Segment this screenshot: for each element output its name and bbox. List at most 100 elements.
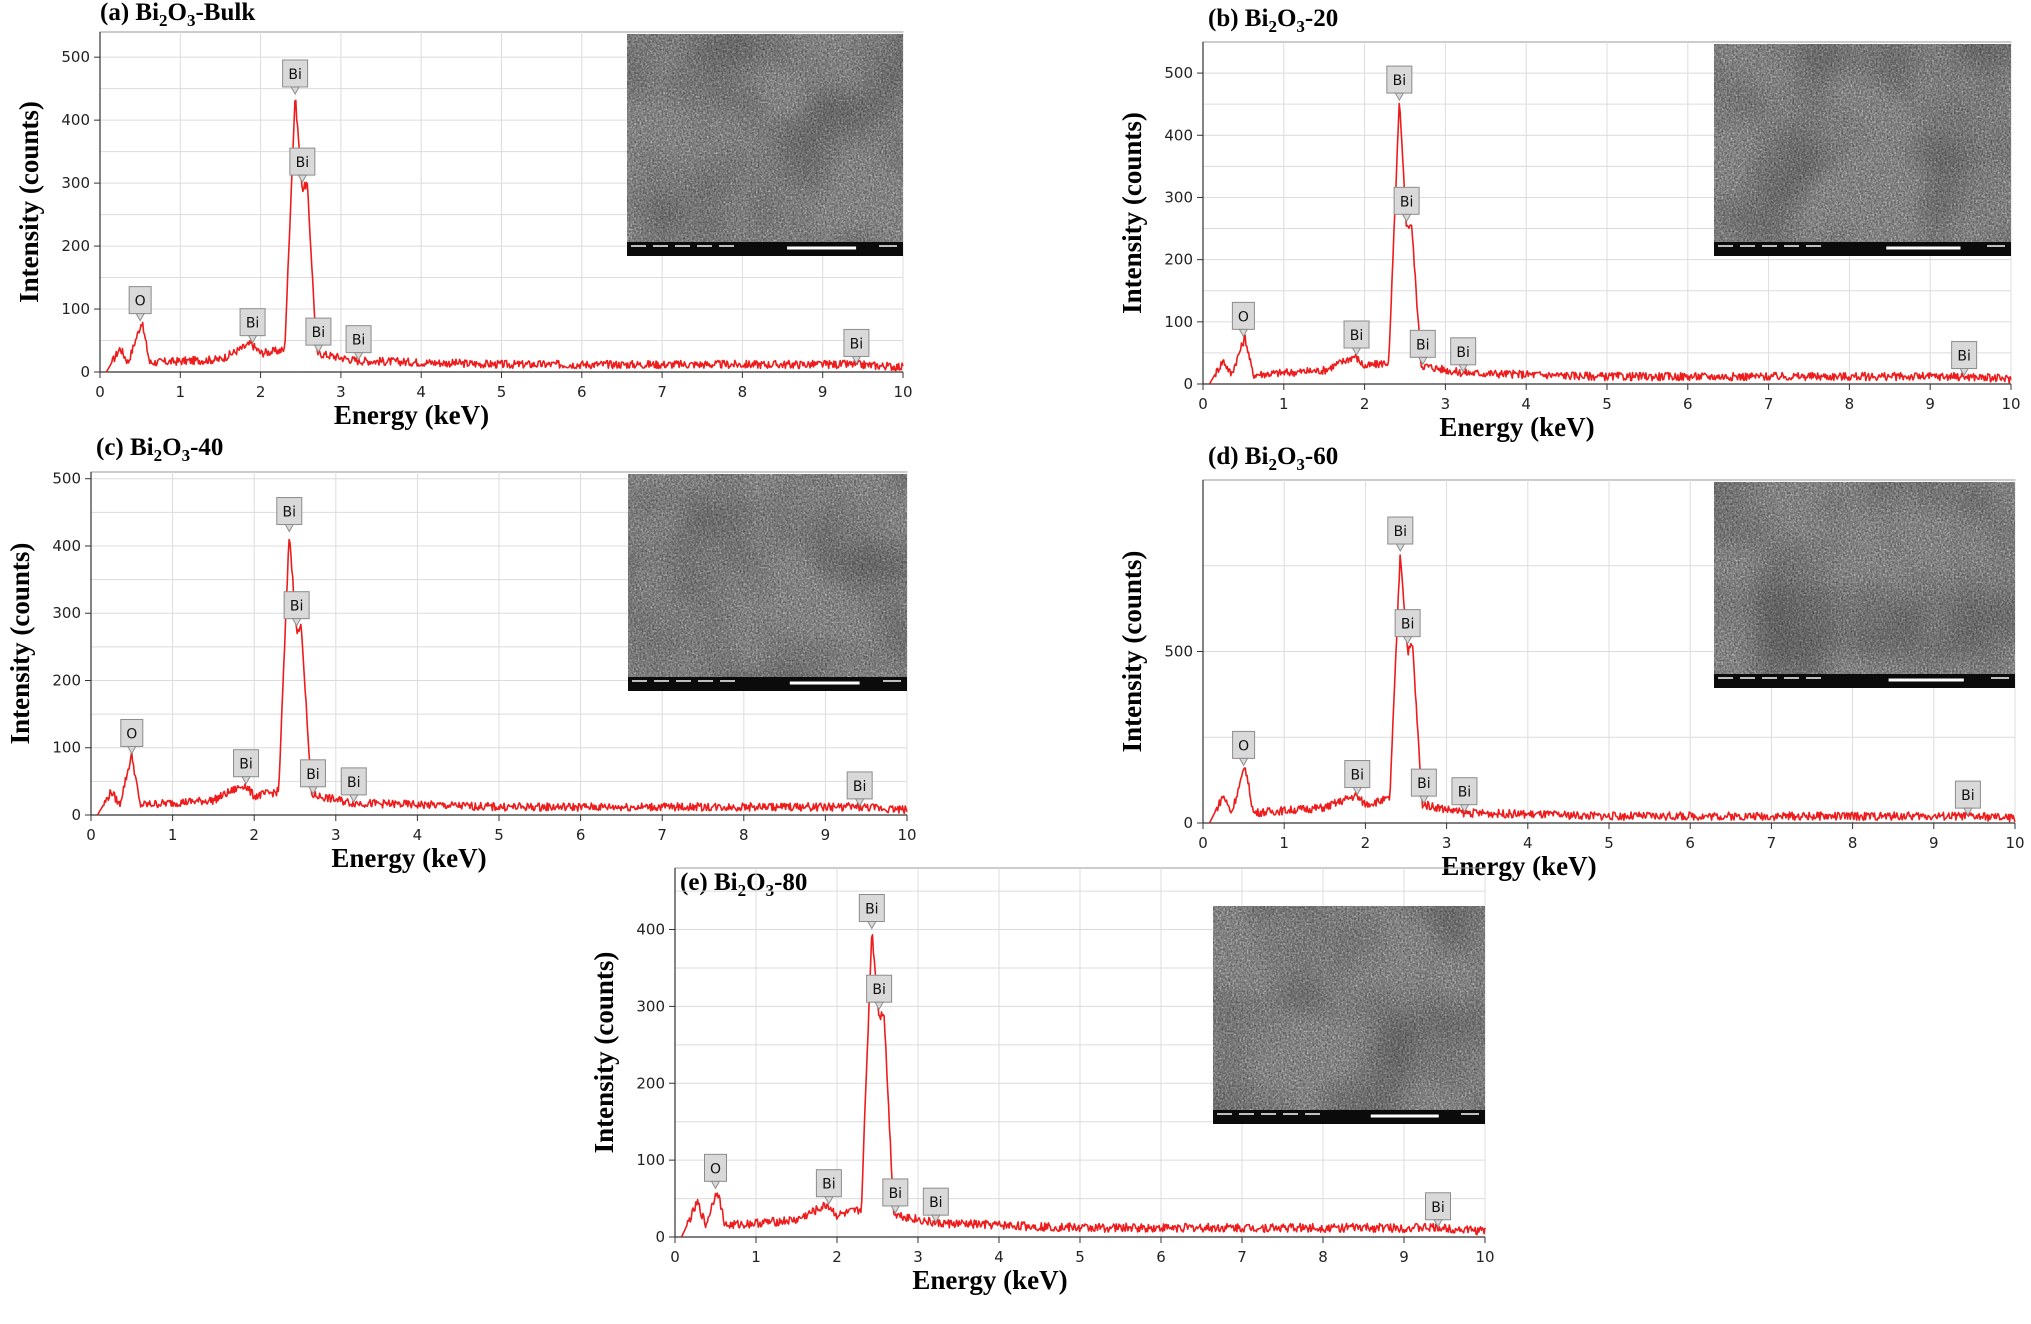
panel-title: (e) Bi2O3-80	[680, 869, 807, 900]
peak-tag-text: Bi	[1394, 524, 1408, 540]
sem-info-text-mark	[698, 680, 713, 682]
x-tick-label: 6	[577, 383, 587, 401]
panel-b: (b) Bi2O3-200 1 2 3 4 5 6 7 8 9 100100200300400500…	[1117, 5, 2021, 442]
title-text: (a) Bi	[100, 0, 159, 26]
x-tick-label: 5	[1604, 834, 1614, 852]
x-tick-label: 3	[336, 383, 346, 401]
peak-tag-box	[239, 308, 266, 337]
x-tick-label: 7	[1237, 1248, 1247, 1266]
peak-tag-box	[299, 759, 326, 788]
title-text: -20	[1305, 5, 1338, 32]
peak-label-bi: Bi	[1409, 329, 1436, 366]
peak-tag-text: Bi	[306, 767, 320, 783]
peak-tag-text: Bi	[822, 1177, 836, 1193]
peak-label-bi: Bi	[1954, 780, 1981, 817]
title-subscript: 2	[738, 881, 747, 900]
peak-tag-text: Bi	[1417, 776, 1431, 792]
title-text: O	[168, 0, 187, 26]
x-tick-label: 2	[256, 383, 266, 401]
x-tick-label: 2	[249, 826, 259, 844]
peak-tag-pointer	[1963, 807, 1973, 817]
title-subscript: 2	[154, 446, 163, 465]
peak-label-bi: Bi	[340, 767, 367, 803]
sem-info-text-mark	[653, 245, 668, 247]
sem-info-text-mark	[675, 245, 690, 247]
title-text: -Bulk	[195, 0, 255, 26]
y-tick-label: 100	[1164, 313, 1193, 331]
x-tick-label: 2	[1360, 395, 1370, 413]
x-tick-label: 10	[2001, 395, 2020, 413]
peak-label-bi: Bi	[858, 894, 885, 930]
peak-tag-pointer	[854, 798, 865, 807]
peak-tag-pointer	[1459, 804, 1470, 813]
peak-tag-pointer	[291, 618, 302, 627]
x-tick-label: 8	[1848, 834, 1858, 852]
sem-info-text-mark	[1461, 1113, 1479, 1115]
peak-tag-pointer	[1394, 92, 1405, 102]
title-text: (e) Bi	[680, 869, 738, 896]
peak-tag-text: Bi	[1351, 768, 1365, 784]
x-tick-label: 6	[576, 826, 586, 844]
peak-tag-pointer	[874, 1001, 884, 1011]
sem-info-text-mark	[631, 245, 646, 247]
sem-info-text-mark	[1991, 677, 2009, 679]
peak-label-o: O	[128, 286, 152, 322]
sem-inset-image	[627, 34, 903, 256]
y-tick-label: 300	[61, 174, 90, 192]
peak-label-bi: Bi	[1451, 777, 1478, 813]
peak-tag-pointer	[290, 86, 300, 95]
peak-tag-pointer	[1351, 347, 1362, 357]
peak-tag-box	[340, 767, 367, 796]
peak-tag-pointer	[1417, 356, 1428, 366]
peak-label-bi: Bi	[1386, 65, 1413, 102]
x-tick-label: 8	[1845, 395, 1855, 413]
x-tick-label: 5	[1075, 1248, 1085, 1266]
sem-info-text-mark	[1762, 245, 1777, 247]
peak-tag-pointer	[1401, 213, 1412, 223]
peak-tag-pointer	[1238, 328, 1249, 338]
peak-label-bi: Bi	[843, 328, 870, 365]
peak-label-bi: Bi	[815, 1169, 842, 1205]
x-tick-label: 10	[897, 826, 916, 844]
peak-tag-pointer	[890, 1205, 901, 1214]
peak-tag-pointer	[851, 355, 862, 365]
y-axis-label: Intensity (counts)	[589, 952, 619, 1154]
eds-spectrum-line	[1208, 554, 2016, 824]
x-tick-label: 3	[1442, 834, 1452, 852]
panel-title: (d) Bi2O3-60	[1208, 443, 1338, 474]
y-tick-label: 500	[1164, 64, 1193, 82]
panel-title: (b) Bi2O3-20	[1208, 5, 1338, 36]
y-tick-label: 300	[636, 997, 665, 1015]
sem-shading	[1714, 482, 2015, 676]
peak-tag-text: Bi	[288, 67, 302, 83]
x-tick-label: 5	[497, 383, 507, 401]
peak-tag-pointer	[824, 1196, 834, 1205]
x-tick-label: 7	[657, 826, 667, 844]
peak-tag-box	[815, 1169, 842, 1198]
sem-info-text-mark	[1718, 245, 1733, 247]
y-tick-label: 500	[61, 48, 90, 66]
y-tick-label: 0	[71, 806, 81, 824]
peak-tag-pointer	[866, 921, 877, 930]
peak-tag-text: Bi	[1350, 328, 1364, 344]
title-text: -60	[1305, 443, 1338, 470]
y-tick-label: 500	[1164, 643, 1193, 661]
peak-label-bi: Bi	[299, 759, 326, 795]
title-text: O	[162, 434, 181, 461]
peak-tag-box	[305, 317, 332, 346]
peak-tag-box	[1410, 768, 1437, 797]
peak-tag-pointer	[126, 745, 137, 755]
x-tick-label: 9	[1399, 1248, 1409, 1266]
peak-label-bi: Bi	[846, 771, 873, 807]
sem-info-text-mark	[654, 680, 669, 682]
peak-tag-pointer	[135, 313, 146, 322]
sem-info-text-mark	[676, 680, 691, 682]
peak-label-bi: Bi	[1410, 768, 1437, 805]
peak-tag-text: Bi	[865, 902, 879, 918]
peak-tag-text: Bi	[1458, 785, 1472, 801]
peak-label-o: O	[1231, 301, 1255, 338]
sem-info-bar	[628, 677, 907, 691]
sem-info-text-mark	[697, 245, 712, 247]
peak-label-bi: Bi	[1387, 516, 1414, 553]
